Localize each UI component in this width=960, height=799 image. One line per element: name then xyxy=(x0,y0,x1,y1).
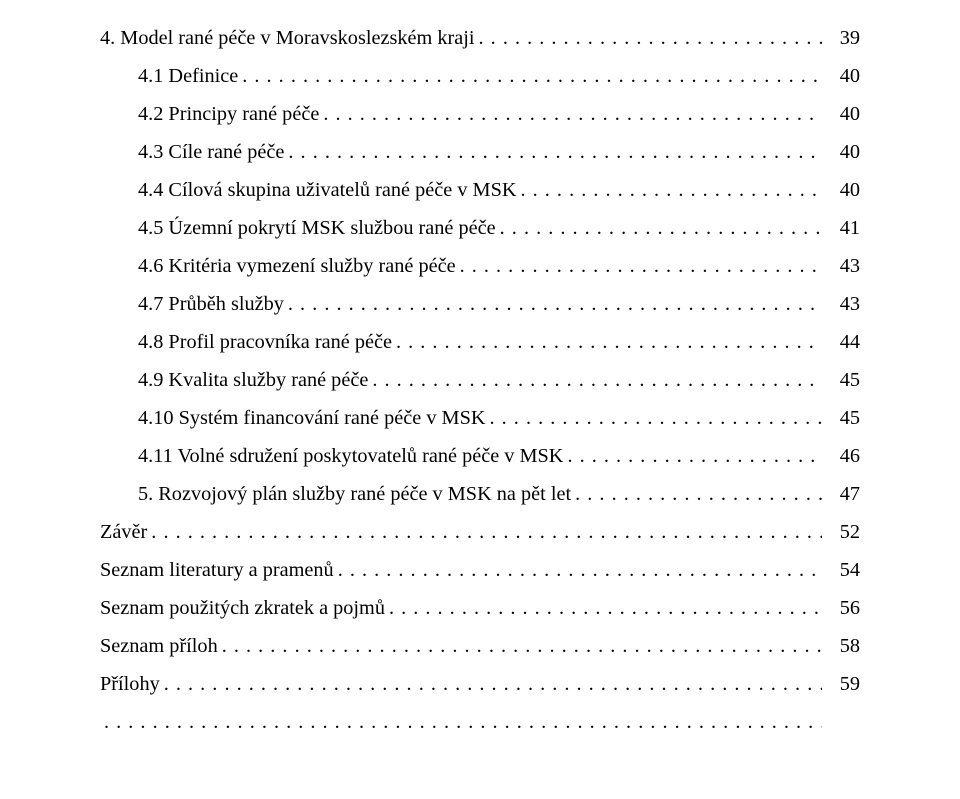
toc-row: Seznam použitých zkratek a pojmů 56 xyxy=(100,598,860,618)
toc-row: Závěr 52 xyxy=(100,522,860,542)
toc-label: Závěr xyxy=(100,522,147,542)
toc-leader xyxy=(479,28,822,48)
toc-label: 4.8 Profil pracovníka rané péče xyxy=(138,332,392,352)
toc-page-number: 45 xyxy=(826,370,860,390)
toc-page-number: 44 xyxy=(826,332,860,352)
toc-row: 5. Rozvojový plán služby rané péče v MSK… xyxy=(100,484,860,504)
toc-row: 4.6 Kritéria vymezení služby rané péče 4… xyxy=(100,256,860,276)
toc-leader xyxy=(323,104,822,124)
toc-page-number: 45 xyxy=(826,408,860,428)
toc-label: 4.6 Kritéria vymezení služby rané péče xyxy=(138,256,456,276)
toc-label: Přílohy xyxy=(100,674,160,694)
toc-leader xyxy=(460,256,822,276)
toc-label: 4.2 Principy rané péče xyxy=(138,104,319,124)
toc-row: 4.4 Cílová skupina uživatelů rané péče v… xyxy=(100,180,860,200)
toc-page-number: 52 xyxy=(826,522,860,542)
toc-row: 4.5 Územní pokrytí MSK službou rané péče… xyxy=(100,218,860,238)
toc-row: 4.2 Principy rané péče 40 xyxy=(100,104,860,124)
toc-label: Seznam literatury a pramenů xyxy=(100,560,334,580)
toc-page-number: 41 xyxy=(826,218,860,238)
toc-label: 4.11 Volné sdružení poskytovatelů rané p… xyxy=(138,446,563,466)
toc-row: 4.11 Volné sdružení poskytovatelů rané p… xyxy=(100,446,860,466)
toc-page-number: 39 xyxy=(826,28,860,48)
toc-row: 4.9 Kvalita služby rané péče 45 xyxy=(100,370,860,390)
toc-row: 4. Model rané péče v Moravskoslezském kr… xyxy=(100,28,860,48)
toc-leader xyxy=(104,712,822,732)
toc-page-number: 40 xyxy=(826,104,860,124)
toc-label: Seznam příloh xyxy=(100,636,218,656)
toc-row: Seznam příloh 58 xyxy=(100,636,860,656)
toc-label: 4.1 Definice xyxy=(138,66,238,86)
toc-page-number: 40 xyxy=(826,180,860,200)
toc-label: 4. Model rané péče v Moravskoslezském kr… xyxy=(100,28,475,48)
toc-label: 4.3 Cíle rané péče xyxy=(138,142,284,162)
toc-page-number: 46 xyxy=(826,446,860,466)
toc-page-number: 43 xyxy=(826,294,860,314)
toc-label: 5. Rozvojový plán služby rané péče v MSK… xyxy=(138,484,571,504)
toc-row xyxy=(100,712,860,732)
toc-leader xyxy=(521,180,823,200)
toc-leader xyxy=(151,522,822,542)
toc-row: 4.10 Systém financování rané péče v MSK … xyxy=(100,408,860,428)
toc-label: 4.7 Průběh služby xyxy=(138,294,284,314)
toc-leader xyxy=(567,446,822,466)
toc-page-number: 58 xyxy=(826,636,860,656)
toc-page-number: 47 xyxy=(826,484,860,504)
toc-leader xyxy=(338,560,822,580)
toc-leader xyxy=(389,598,822,618)
toc-page-number: 59 xyxy=(826,674,860,694)
toc-leader xyxy=(164,674,822,694)
toc-label: 4.4 Cílová skupina uživatelů rané péče v… xyxy=(138,180,517,200)
toc-label: Seznam použitých zkratek a pojmů xyxy=(100,598,385,618)
toc-leader xyxy=(222,636,822,656)
toc-leader xyxy=(372,370,822,390)
toc-page-number: 54 xyxy=(826,560,860,580)
toc-leader xyxy=(500,218,822,238)
toc-leader xyxy=(242,66,822,86)
toc-row: 4.7 Průběh služby 43 xyxy=(100,294,860,314)
toc-page-number: 40 xyxy=(826,66,860,86)
toc-label: 4.9 Kvalita služby rané péče xyxy=(138,370,368,390)
toc-leader xyxy=(490,408,822,428)
toc-row: 4.1 Definice 40 xyxy=(100,66,860,86)
toc-leader xyxy=(396,332,822,352)
toc-label: 4.5 Územní pokrytí MSK službou rané péče xyxy=(138,218,496,238)
toc-row: Seznam literatury a pramenů 54 xyxy=(100,560,860,580)
toc-page-number: 40 xyxy=(826,142,860,162)
toc-page: 4. Model rané péče v Moravskoslezském kr… xyxy=(0,0,960,799)
toc-page-number: 56 xyxy=(826,598,860,618)
toc-leader xyxy=(288,142,822,162)
toc-leader xyxy=(575,484,822,504)
toc-row: 4.3 Cíle rané péče 40 xyxy=(100,142,860,162)
toc-page-number: 43 xyxy=(826,256,860,276)
toc-leader xyxy=(288,294,822,314)
toc-row: 4.8 Profil pracovníka rané péče 44 xyxy=(100,332,860,352)
toc-label: 4.10 Systém financování rané péče v MSK xyxy=(138,408,486,428)
toc-row: Přílohy 59 xyxy=(100,674,860,694)
